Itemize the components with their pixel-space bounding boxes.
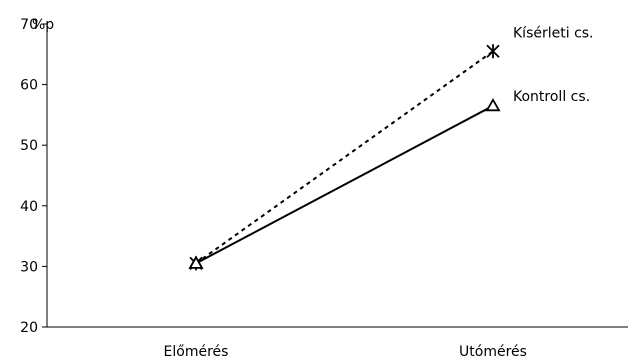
data-point-triangle [188, 255, 204, 269]
data-point-asterisk [486, 44, 500, 59]
series-label: Kontroll cs. [513, 89, 590, 105]
series-label: Kísérleti cs. [513, 25, 594, 41]
y-tick-label: 70 [20, 17, 38, 33]
y-ticks: 20 30 40 50 60 70 [20, 17, 47, 336]
x-category-label: Utómérés [459, 344, 527, 360]
series-labels: Kísérleti cs. Kontroll cs. [513, 25, 594, 105]
y-tick-label: 20 [20, 320, 38, 336]
data-point-triangle [485, 97, 501, 112]
series-markers [188, 44, 501, 271]
series-lines [195, 50, 494, 265]
y-tick-label: 60 [20, 78, 38, 94]
x-category-labels: Előmérés Utómérés [164, 344, 527, 360]
axes [46, 24, 628, 328]
series-line [195, 104, 494, 265]
y-axis-unit-label: %p [32, 17, 54, 33]
series-line [195, 50, 494, 265]
y-tick-label: 30 [20, 259, 38, 275]
y-tick-label: 40 [20, 199, 38, 215]
y-tick-label: 50 [20, 138, 38, 154]
x-category-label: Előmérés [164, 344, 229, 360]
